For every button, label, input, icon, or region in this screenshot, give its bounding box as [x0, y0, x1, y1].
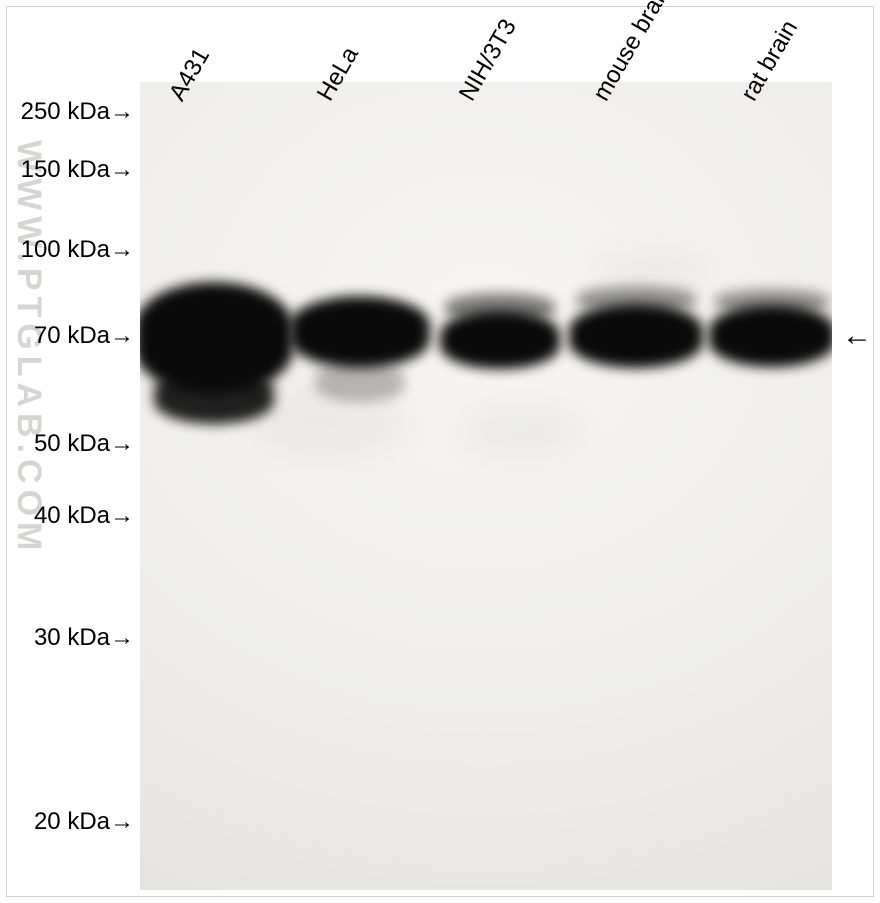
arrow-right-icon: →	[110, 236, 134, 264]
mw-marker-label: 70 kDa→	[0, 322, 134, 350]
mw-value: 50 kDa	[34, 430, 110, 457]
mw-value: 30 kDa	[34, 624, 110, 651]
blot-band	[154, 368, 274, 424]
mw-marker-label: 20 kDa→	[0, 808, 134, 836]
mw-value: 250 kDa	[21, 98, 110, 125]
blot-band	[290, 296, 430, 368]
arrow-right-icon: →	[110, 322, 134, 350]
arrow-right-icon: →	[110, 624, 134, 652]
target-band-arrow: ←	[842, 319, 872, 353]
mw-marker-label: 30 kDa→	[0, 624, 134, 652]
arrow-right-icon: →	[110, 502, 134, 530]
blot-band	[715, 289, 829, 315]
blot-background	[140, 82, 832, 890]
arrow-right-icon: →	[110, 808, 134, 836]
mw-value: 70 kDa	[34, 322, 110, 349]
mw-marker-label: 250 kDa→	[0, 98, 134, 126]
membrane-smear	[460, 400, 580, 460]
mw-value: 150 kDa	[21, 156, 110, 183]
membrane-smear	[590, 250, 710, 290]
mw-value: 40 kDa	[34, 502, 110, 529]
mw-value: 100 kDa	[21, 236, 110, 263]
blot-band	[576, 286, 696, 314]
mw-marker-label: 40 kDa→	[0, 502, 134, 530]
mw-marker-label: 150 kDa→	[0, 156, 134, 184]
mw-marker-label: 50 kDa→	[0, 430, 134, 458]
blot-band	[315, 362, 405, 402]
arrow-right-icon: →	[110, 430, 134, 458]
blot-band	[445, 293, 555, 323]
arrow-right-icon: →	[110, 156, 134, 184]
mw-value: 20 kDa	[34, 808, 110, 835]
arrow-right-icon: →	[110, 98, 134, 126]
blot-membrane	[140, 82, 832, 890]
mw-marker-label: 100 kDa→	[0, 236, 134, 264]
